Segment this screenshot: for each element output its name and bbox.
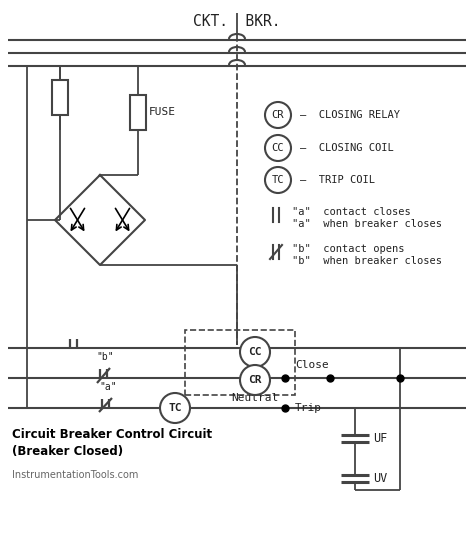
Text: CR: CR [272, 110, 284, 120]
Text: "a"  contact closes: "a" contact closes [292, 207, 411, 217]
Bar [52, 80, 68, 115]
Text: UF: UF [373, 432, 387, 444]
Text: InstrumentationTools.com: InstrumentationTools.com [12, 470, 138, 480]
Text: "b": "b" [96, 352, 114, 362]
Text: Circuit Breaker Control Circuit: Circuit Breaker Control Circuit [12, 428, 212, 442]
Circle shape [240, 365, 270, 395]
Text: "b"  contact opens: "b" contact opens [292, 244, 404, 254]
Text: –  TRIP COIL: – TRIP COIL [300, 175, 375, 185]
Text: "b"  when breaker closes: "b" when breaker closes [292, 256, 442, 266]
Text: UV: UV [373, 471, 387, 485]
Text: TC: TC [272, 175, 284, 185]
Text: CC: CC [248, 347, 262, 357]
Text: CR: CR [248, 375, 262, 385]
Text: –  CLOSING RELAY: – CLOSING RELAY [300, 110, 400, 120]
Text: CC: CC [272, 143, 284, 153]
Text: Close: Close [295, 360, 329, 370]
Text: (Breaker Closed): (Breaker Closed) [12, 446, 123, 459]
Text: Neutral: Neutral [231, 393, 279, 403]
Text: CKT.  BKR.: CKT. BKR. [193, 14, 281, 29]
Bar [130, 95, 146, 130]
Text: "a": "a" [99, 382, 117, 392]
Text: –  CLOSING COIL: – CLOSING COIL [300, 143, 394, 153]
Circle shape [160, 393, 190, 423]
Text: TC: TC [168, 403, 182, 413]
Text: Trip: Trip [295, 403, 322, 413]
Text: "a"  when breaker closes: "a" when breaker closes [292, 219, 442, 229]
Text: FUSE: FUSE [149, 107, 176, 117]
Circle shape [240, 337, 270, 367]
